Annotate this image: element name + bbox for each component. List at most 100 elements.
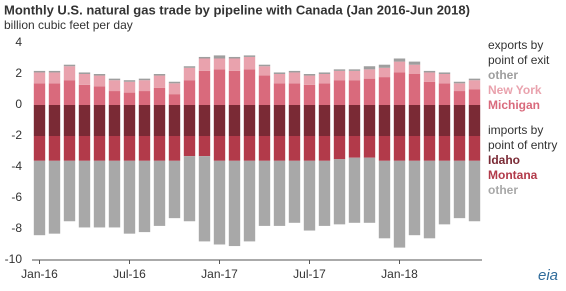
bar-segment (258, 66, 271, 76)
bar-segment (303, 160, 316, 231)
bar-segment (213, 160, 226, 245)
bar-segment (93, 136, 106, 161)
bar-segment (93, 75, 106, 87)
legend-entry: Idaho (488, 153, 520, 167)
y-tick-label: -2 (11, 128, 22, 142)
bar-segment (123, 81, 136, 93)
legend-entry: Montana (488, 168, 538, 182)
bar-segment (153, 74, 166, 76)
bar-segment (198, 136, 211, 157)
bar-segment (363, 157, 376, 223)
bar-segment (393, 58, 406, 62)
legend-entry: other (488, 68, 518, 82)
x-tick-label: Jan-16 (21, 267, 58, 281)
bar-segment (63, 66, 76, 81)
bar-segment (123, 92, 136, 105)
bar-segment (243, 160, 256, 242)
bar-segment (378, 67, 391, 78)
bar-segment (63, 160, 76, 222)
bar-segment (408, 105, 421, 136)
bar-segment (78, 160, 91, 228)
bar-segment (63, 136, 76, 161)
bar-segment (78, 84, 91, 105)
bar-segment (288, 160, 301, 223)
bar-segment (333, 69, 346, 71)
bar-segment (333, 159, 346, 225)
bar-segment (423, 160, 436, 239)
legend-entry: New York (488, 83, 542, 97)
bar-segment (228, 70, 241, 105)
bar-segment (108, 160, 121, 228)
bar-segment (228, 105, 241, 136)
bar-segment (93, 160, 106, 228)
bar-segment (468, 89, 481, 105)
bar-segment (438, 105, 451, 136)
bar-segment (363, 66, 376, 70)
logo: eia (538, 267, 558, 284)
bar-segment (408, 74, 421, 105)
bar-segment (273, 136, 286, 161)
bar-segment (213, 105, 226, 136)
bar-segment (333, 105, 346, 136)
bar-segment (168, 105, 181, 136)
bar-segment (453, 81, 466, 84)
bar-segment (393, 72, 406, 105)
y-tick-label: 4 (15, 35, 22, 49)
bar-segment (153, 160, 166, 226)
bar-segment (48, 105, 61, 136)
bar-segment (258, 64, 271, 67)
bar-segment (453, 160, 466, 219)
bar-segment (108, 80, 121, 92)
bar-segment (108, 136, 121, 161)
bar-segment (183, 66, 196, 68)
y-tick-label: 2 (15, 66, 22, 80)
bar-segment (288, 105, 301, 136)
bar-segment (303, 74, 316, 76)
bar-segment (138, 105, 151, 136)
bar-segment (393, 136, 406, 161)
bar-segment (78, 72, 91, 74)
bar-segment (93, 105, 106, 136)
bar-segment (318, 160, 331, 226)
bar-segment (33, 72, 46, 84)
bar-segment (378, 105, 391, 136)
legend-title: imports by point of entry (488, 123, 558, 152)
bar-segment (78, 74, 91, 85)
bar-segment (138, 160, 151, 233)
bar-segment (78, 136, 91, 161)
legend-title: exports by point of exit (488, 38, 550, 67)
bar-segment (183, 105, 196, 136)
bar-segment (168, 81, 181, 84)
bar-segment (213, 136, 226, 161)
bar-segment (453, 91, 466, 105)
x-tick-label: Jan-17 (201, 267, 238, 281)
bar-segment (438, 72, 451, 74)
bar-segment (288, 83, 301, 105)
bar-segment (438, 74, 451, 84)
bar-segment (453, 136, 466, 161)
bar-segment (33, 160, 46, 236)
bar-segment (423, 72, 436, 82)
legend: exports by point of exit other New York Mic… (488, 38, 566, 198)
bar-segment (378, 64, 391, 68)
bar-segment (198, 70, 211, 105)
bar-segment (33, 83, 46, 105)
bar-segment (168, 136, 181, 161)
bar-segment (123, 136, 136, 161)
y-tick-label: -6 (11, 190, 22, 204)
bar-segment (423, 136, 436, 161)
bar-segment (423, 105, 436, 136)
bar-segment (63, 105, 76, 136)
bar-segment (33, 70, 46, 73)
bar-segment (288, 72, 301, 84)
bar-segment (333, 70, 346, 81)
bar-segment (468, 105, 481, 136)
bar-segment (408, 136, 421, 161)
bar-segment (468, 78, 481, 81)
bar-segment (408, 160, 421, 236)
bar-segment (258, 136, 271, 161)
bar-segment (228, 136, 241, 161)
bar-segment (258, 75, 271, 105)
bar-segment (228, 56, 241, 59)
